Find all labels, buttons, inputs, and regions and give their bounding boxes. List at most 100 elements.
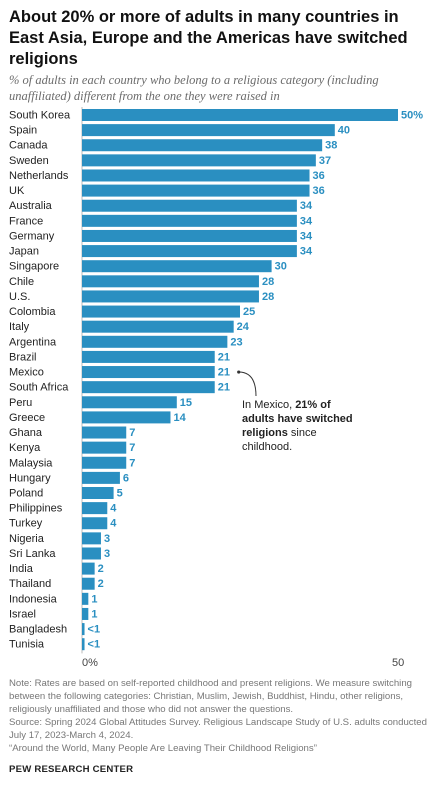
bar-bangladesh xyxy=(82,623,85,636)
value-label-u-s: 28 xyxy=(262,291,274,303)
category-label-malaysia: Malaysia xyxy=(9,457,53,469)
bar-greece xyxy=(82,411,171,424)
value-label-chile: 28 xyxy=(262,276,274,288)
value-label-philippines: 4 xyxy=(110,503,117,515)
category-label-poland: Poland xyxy=(9,488,43,500)
bar-u-s xyxy=(82,290,259,303)
annotation-dot xyxy=(237,370,241,374)
category-label-u-s: U.S. xyxy=(9,291,30,303)
value-label-turkey: 4 xyxy=(110,518,117,530)
bar-colombia xyxy=(82,305,240,318)
mexico-annotation: In Mexico, 21% of adults have switched r… xyxy=(242,398,362,454)
bar-nigeria xyxy=(82,532,101,545)
category-label-kenya: Kenya xyxy=(9,442,41,454)
category-label-canada: Canada xyxy=(9,140,48,152)
bar-argentina xyxy=(82,335,228,348)
footnote-source: Source: Spring 2024 Global Attitudes Sur… xyxy=(9,717,427,741)
value-label-bangladesh: <1 xyxy=(88,624,101,636)
category-label-argentina: Argentina xyxy=(9,336,57,348)
category-label-india: India xyxy=(9,563,34,575)
category-label-mexico: Mexico xyxy=(9,367,44,379)
x-tick-label-0: 0% xyxy=(82,657,98,669)
category-label-tunisia: Tunisia xyxy=(9,639,45,651)
footnote-report: “Around the World, Many People Are Leavi… xyxy=(9,743,317,754)
category-label-south-africa: South Africa xyxy=(9,382,69,394)
bar-thailand xyxy=(82,577,95,590)
value-label-kenya: 7 xyxy=(129,442,135,454)
bar-spain xyxy=(82,124,335,137)
value-label-australia: 34 xyxy=(300,200,313,212)
value-label-mexico: 21 xyxy=(218,367,230,379)
category-label-sweden: Sweden xyxy=(9,155,49,167)
footnotes: Note: Rates are based on self-reported c… xyxy=(9,677,433,755)
chart-subtitle: % of adults in each country who belong t… xyxy=(9,73,379,103)
value-label-japan: 34 xyxy=(300,246,313,258)
value-label-brazil: 21 xyxy=(218,351,230,363)
bar-philippines xyxy=(82,502,108,515)
category-label-ghana: Ghana xyxy=(9,427,43,439)
bar-italy xyxy=(82,320,234,333)
bar-japan xyxy=(82,245,297,258)
category-label-australia: Australia xyxy=(9,200,53,212)
bar-sweden xyxy=(82,154,316,167)
value-label-tunisia: <1 xyxy=(88,639,101,651)
bar-south-korea xyxy=(82,109,398,121)
annotation-leader-line xyxy=(238,371,257,397)
bar-tunisia xyxy=(82,638,85,651)
category-label-spain: Spain xyxy=(9,125,37,137)
value-label-canada: 38 xyxy=(325,140,337,152)
annotation-suffix: since childhood. xyxy=(242,427,317,453)
bar-peru xyxy=(82,396,177,409)
category-label-chile: Chile xyxy=(9,276,34,288)
category-label-uk: UK xyxy=(9,185,25,197)
category-label-colombia: Colombia xyxy=(9,306,56,318)
value-label-singapore: 30 xyxy=(275,261,287,273)
bar-turkey xyxy=(82,517,108,530)
value-label-hungary: 6 xyxy=(123,472,129,484)
value-label-sweden: 37 xyxy=(319,155,331,167)
value-label-germany: 34 xyxy=(300,230,313,242)
category-label-germany: Germany xyxy=(9,230,55,242)
category-label-peru: Peru xyxy=(9,397,32,409)
category-label-turkey: Turkey xyxy=(9,518,43,530)
bar-indonesia xyxy=(82,592,89,605)
value-label-india: 2 xyxy=(98,563,104,575)
category-label-netherlands: Netherlands xyxy=(9,170,69,182)
bar-uk xyxy=(82,184,310,197)
value-label-uk: 36 xyxy=(313,185,325,197)
bar-sri-lanka xyxy=(82,547,101,560)
bar-netherlands xyxy=(82,169,310,182)
bar-india xyxy=(82,562,95,575)
bar-ghana xyxy=(82,426,127,439)
value-label-thailand: 2 xyxy=(98,578,104,590)
value-label-peru: 15 xyxy=(180,397,192,409)
brand-logo-text: PEW RESEARCH CENTER xyxy=(9,764,134,775)
value-label-france: 34 xyxy=(300,215,313,227)
bar-mexico xyxy=(82,366,215,379)
bar-malaysia xyxy=(82,456,127,469)
bar-hungary xyxy=(82,471,120,484)
category-label-greece: Greece xyxy=(9,412,45,424)
value-label-italy: 24 xyxy=(237,321,250,333)
value-label-south-africa: 21 xyxy=(218,382,230,394)
footnote-note: Note: Rates are based on self-reported c… xyxy=(9,678,412,715)
category-label-nigeria: Nigeria xyxy=(9,533,45,545)
chart-title: About 20% or more of adults in many coun… xyxy=(9,8,408,68)
category-label-indonesia: Indonesia xyxy=(9,593,58,605)
category-label-philippines: Philippines xyxy=(9,503,63,515)
value-label-netherlands: 36 xyxy=(313,170,325,182)
bar-france xyxy=(82,214,297,227)
bar-canada xyxy=(82,139,323,152)
value-label-sri-lanka: 3 xyxy=(104,548,110,560)
value-label-argentina: 23 xyxy=(230,336,242,348)
bar-israel xyxy=(82,607,89,620)
category-label-south-korea: South Korea xyxy=(9,110,71,122)
annotation-prefix: In Mexico, xyxy=(242,399,296,411)
value-label-poland: 5 xyxy=(117,488,123,500)
category-label-israel: Israel xyxy=(9,608,36,620)
value-label-greece: 14 xyxy=(173,412,186,424)
bar-chile xyxy=(82,275,259,288)
x-tick-label-1: 50 xyxy=(392,657,404,669)
